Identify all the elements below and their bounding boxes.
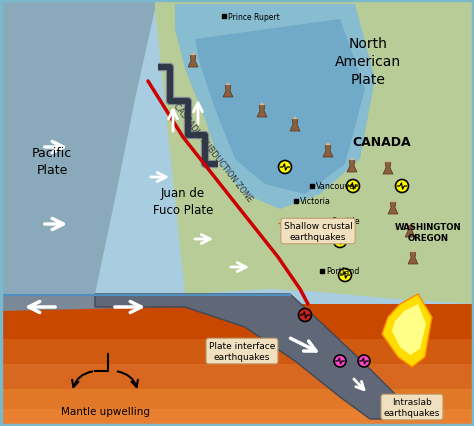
Text: Juan de
Fuco Plate: Juan de Fuco Plate [153, 187, 213, 216]
Text: Plate interface
earthquakes: Plate interface earthquakes [209, 341, 275, 361]
Polygon shape [405, 226, 415, 237]
Text: Vancouver: Vancouver [316, 182, 358, 191]
Circle shape [279, 161, 292, 174]
Circle shape [338, 269, 352, 282]
Text: Prince Rupert: Prince Rupert [228, 12, 280, 21]
Circle shape [334, 235, 346, 248]
Text: Portland: Portland [326, 267, 359, 276]
Polygon shape [385, 160, 391, 163]
Polygon shape [0, 304, 474, 426]
Text: Mantle upwelling: Mantle upwelling [61, 406, 149, 416]
Circle shape [299, 309, 311, 322]
Polygon shape [325, 143, 331, 146]
Polygon shape [323, 146, 333, 158]
Text: Victoria: Victoria [300, 197, 331, 206]
Polygon shape [155, 0, 474, 304]
Polygon shape [0, 364, 474, 389]
Polygon shape [188, 56, 198, 68]
Polygon shape [407, 223, 413, 226]
Polygon shape [0, 0, 155, 294]
Text: North
American
Plate: North American Plate [335, 37, 401, 87]
Polygon shape [175, 5, 375, 210]
Polygon shape [383, 163, 393, 175]
Polygon shape [195, 20, 365, 195]
Polygon shape [410, 250, 416, 253]
Polygon shape [0, 0, 474, 304]
Polygon shape [408, 253, 418, 265]
Polygon shape [0, 389, 474, 409]
Polygon shape [0, 304, 474, 339]
Polygon shape [0, 294, 170, 311]
Polygon shape [0, 339, 474, 364]
Polygon shape [223, 86, 233, 98]
Text: Shallow crustal
earthquakes: Shallow crustal earthquakes [283, 222, 353, 242]
Polygon shape [190, 53, 196, 56]
Polygon shape [388, 203, 398, 215]
Circle shape [395, 180, 409, 193]
Polygon shape [0, 409, 474, 426]
Text: Seattle
Fault: Seattle Fault [285, 223, 311, 236]
Polygon shape [225, 83, 231, 86]
Text: Pacific
Plate: Pacific Plate [32, 147, 72, 177]
Polygon shape [392, 304, 426, 355]
Polygon shape [257, 106, 267, 118]
Polygon shape [349, 158, 355, 161]
Polygon shape [347, 161, 357, 173]
Text: Intraslab
earthquakes: Intraslab earthquakes [384, 397, 440, 417]
Text: Seattle: Seattle [332, 217, 361, 226]
Polygon shape [390, 200, 396, 203]
Circle shape [334, 355, 346, 367]
Polygon shape [292, 117, 298, 120]
Polygon shape [95, 294, 400, 419]
Text: CANADA: CANADA [353, 136, 411, 149]
Text: CASCADIA SUBDUCTION ZONE: CASCADIA SUBDUCTION ZONE [172, 102, 254, 204]
Text: WASHINGTON
OREGON: WASHINGTON OREGON [395, 222, 461, 242]
Circle shape [346, 180, 359, 193]
Polygon shape [290, 120, 300, 132]
Polygon shape [382, 294, 432, 367]
Circle shape [358, 355, 370, 367]
Polygon shape [259, 103, 265, 106]
